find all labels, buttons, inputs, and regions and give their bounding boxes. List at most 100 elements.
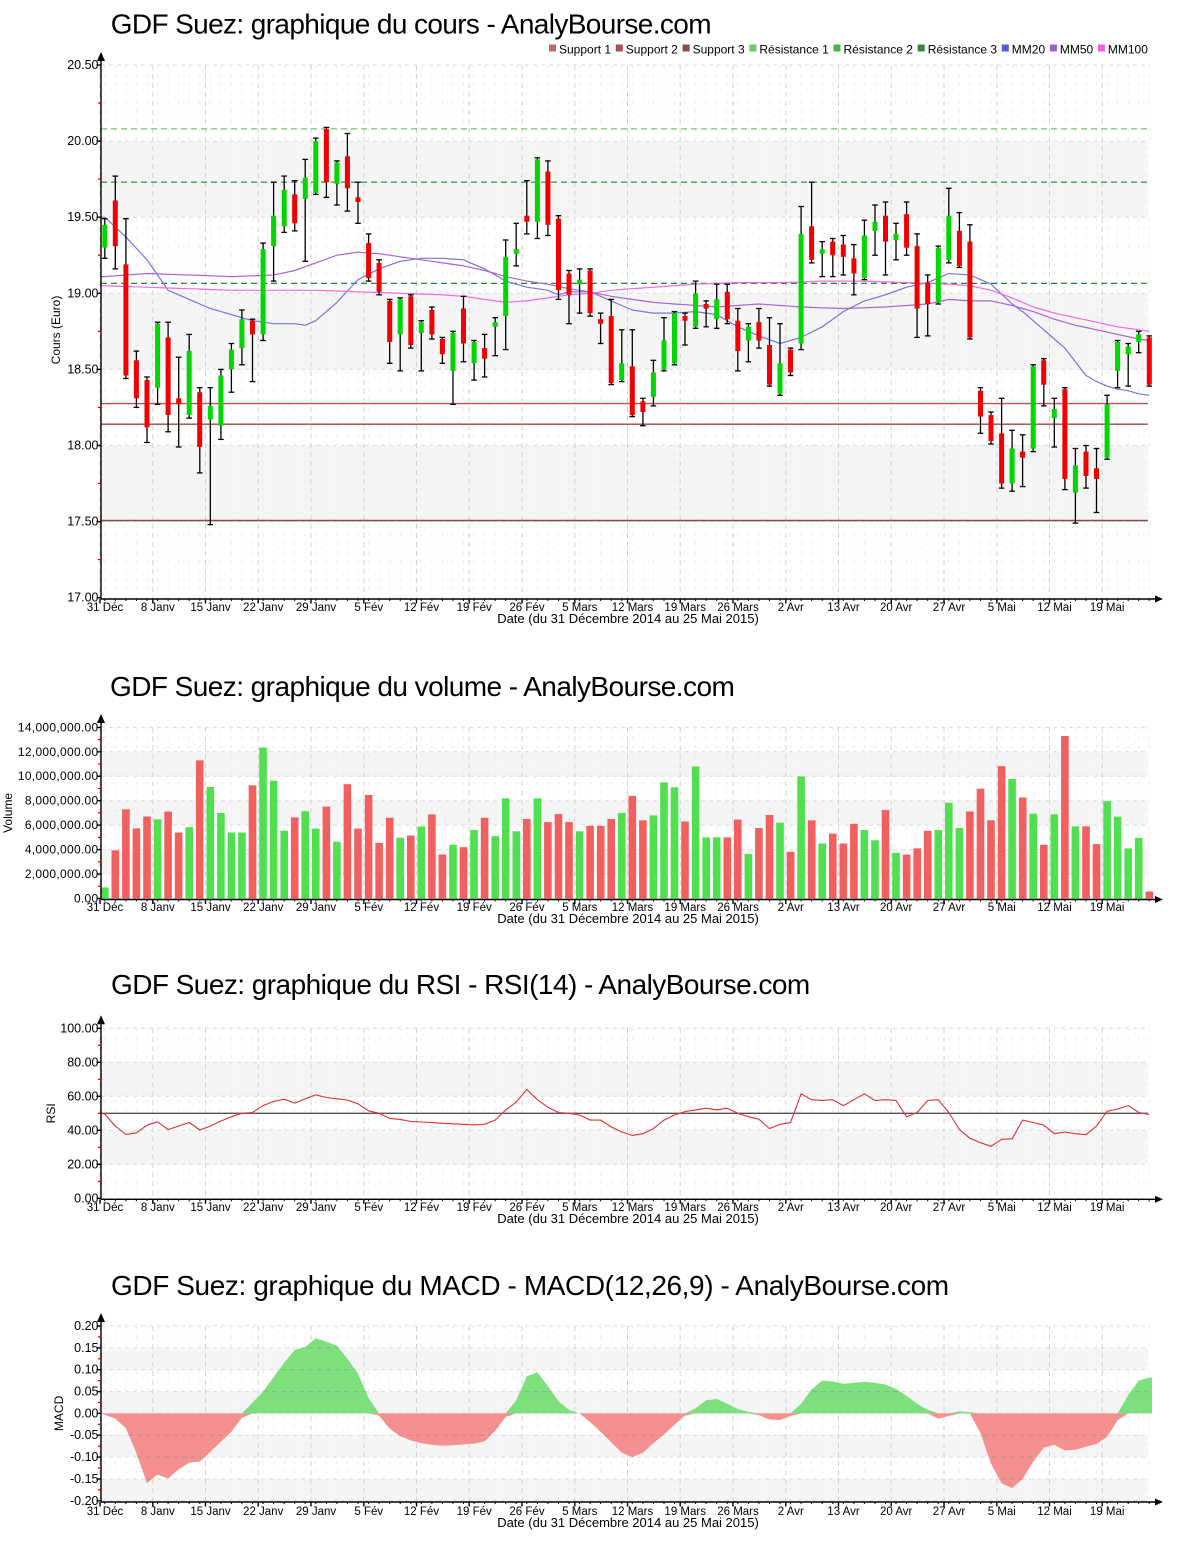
svg-text:26 Fév: 26 Fév <box>509 602 544 614</box>
svg-text:19 Fév: 19 Fév <box>457 1202 492 1214</box>
svg-text:MM20: MM20 <box>1012 43 1046 57</box>
svg-text:17.50: 17.50 <box>67 515 98 529</box>
svg-text:5 Mai: 5 Mai <box>988 902 1016 914</box>
svg-text:Support 2: Support 2 <box>626 43 678 57</box>
svg-text:GDF Suez: graphique du volume: GDF Suez: graphique du volume - AnalyBou… <box>110 671 734 702</box>
svg-text:MACD: MACD <box>52 1395 66 1431</box>
svg-text:19 Mars: 19 Mars <box>664 1506 706 1518</box>
svg-text:18.00: 18.00 <box>67 439 98 453</box>
svg-text:Résistance 1: Résistance 1 <box>759 43 829 57</box>
svg-text:15 Janv: 15 Janv <box>190 1506 231 1518</box>
svg-text:10,000,000.00: 10,000,000.00 <box>18 769 99 783</box>
svg-text:20 Avr: 20 Avr <box>880 902 913 914</box>
svg-text:GDF Suez: graphique du MACD -: GDF Suez: graphique du MACD - MACD(12,26… <box>111 1270 949 1301</box>
svg-text:22 Janv: 22 Janv <box>243 902 284 914</box>
svg-text:GDF Suez: graphique du cours -: GDF Suez: graphique du cours - AnalyBour… <box>111 8 711 39</box>
svg-text:19 Mars: 19 Mars <box>664 602 706 614</box>
svg-text:19 Mai: 19 Mai <box>1090 902 1125 914</box>
svg-text:Date (du 31 Décembre 2014 au 2: Date (du 31 Décembre 2014 au 25 Mai 2015… <box>497 911 759 926</box>
svg-text:RSI: RSI <box>44 1103 58 1123</box>
svg-text:5 Mars: 5 Mars <box>562 1506 597 1518</box>
svg-text:19 Fév: 19 Fév <box>457 902 492 914</box>
svg-text:-0.10: -0.10 <box>70 1450 99 1464</box>
svg-text:13 Avr: 13 Avr <box>827 1202 860 1214</box>
svg-text:2 Avr: 2 Avr <box>778 902 804 914</box>
svg-text:17.00: 17.00 <box>67 591 98 605</box>
svg-text:5 Mars: 5 Mars <box>562 902 597 914</box>
svg-text:-0.15: -0.15 <box>70 1472 99 1486</box>
svg-text:19.50: 19.50 <box>67 210 98 224</box>
svg-text:Résistance 3: Résistance 3 <box>928 43 998 57</box>
svg-text:Volume: Volume <box>1 793 15 833</box>
svg-text:19 Mai: 19 Mai <box>1090 1202 1125 1214</box>
svg-text:2 Avr: 2 Avr <box>778 1202 804 1214</box>
svg-text:20.50: 20.50 <box>67 58 98 72</box>
svg-text:31 Déc: 31 Déc <box>87 602 124 614</box>
svg-text:12 Fév: 12 Fév <box>404 902 439 914</box>
svg-text:MM100: MM100 <box>1108 43 1148 57</box>
svg-text:27 Avr: 27 Avr <box>933 902 966 914</box>
svg-text:5 Fév: 5 Fév <box>354 1202 383 1214</box>
svg-text:Résistance 2: Résistance 2 <box>844 43 914 57</box>
svg-text:26 Fév: 26 Fév <box>509 1506 544 1518</box>
svg-text:19.00: 19.00 <box>67 286 98 300</box>
svg-text:Date (du 31 Décembre 2014 au 2: Date (du 31 Décembre 2014 au 25 Mai 2015… <box>497 1515 759 1530</box>
svg-text:-0.20: -0.20 <box>70 1494 99 1508</box>
svg-text:15 Janv: 15 Janv <box>190 602 231 614</box>
svg-text:31 Déc: 31 Déc <box>87 1202 124 1214</box>
svg-text:12,000,000.00: 12,000,000.00 <box>18 745 99 759</box>
svg-text:20 Avr: 20 Avr <box>880 602 913 614</box>
svg-text:GDF Suez: graphique du RSI - R: GDF Suez: graphique du RSI - RSI(14) - A… <box>111 969 810 1000</box>
svg-text:5 Fév: 5 Fév <box>354 902 383 914</box>
svg-text:12 Mars: 12 Mars <box>612 902 654 914</box>
svg-text:5 Fév: 5 Fév <box>354 602 383 614</box>
svg-text:MM50: MM50 <box>1060 43 1094 57</box>
svg-text:8 Janv: 8 Janv <box>141 1506 175 1518</box>
svg-text:6,000,000.00: 6,000,000.00 <box>25 818 99 832</box>
svg-text:26 Mars: 26 Mars <box>717 1506 759 1518</box>
svg-text:2 Avr: 2 Avr <box>778 602 804 614</box>
svg-text:12 Mai: 12 Mai <box>1037 1506 1072 1518</box>
svg-text:29 Janv: 29 Janv <box>296 1202 337 1214</box>
svg-text:12 Fév: 12 Fév <box>404 1202 439 1214</box>
svg-text:27 Avr: 27 Avr <box>933 1202 966 1214</box>
svg-text:8 Janv: 8 Janv <box>141 602 175 614</box>
svg-text:0.00: 0.00 <box>74 892 99 906</box>
svg-text:8 Janv: 8 Janv <box>141 1202 175 1214</box>
svg-text:15 Janv: 15 Janv <box>190 1202 231 1214</box>
svg-text:18.50: 18.50 <box>67 362 98 376</box>
svg-text:26 Fév: 26 Fév <box>509 902 544 914</box>
svg-text:12 Mars: 12 Mars <box>612 1202 654 1214</box>
svg-text:22 Janv: 22 Janv <box>243 602 284 614</box>
svg-text:8,000,000.00: 8,000,000.00 <box>25 794 99 808</box>
svg-text:Cours (Euro): Cours (Euro) <box>49 296 63 365</box>
svg-text:26 Fév: 26 Fév <box>509 1202 544 1214</box>
svg-text:8 Janv: 8 Janv <box>141 902 175 914</box>
svg-text:Date (du 31 Décembre 2014 au 2: Date (du 31 Décembre 2014 au 25 Mai 2015… <box>497 611 759 626</box>
svg-text:31 Déc: 31 Déc <box>87 902 124 914</box>
svg-text:19 Mai: 19 Mai <box>1090 1506 1125 1518</box>
svg-text:2,000,000.00: 2,000,000.00 <box>25 867 99 881</box>
svg-text:19 Mars: 19 Mars <box>664 902 706 914</box>
svg-text:5 Mars: 5 Mars <box>562 602 597 614</box>
svg-text:22 Janv: 22 Janv <box>243 1506 284 1518</box>
svg-text:12 Mars: 12 Mars <box>612 1506 654 1518</box>
svg-text:Date (du 31 Décembre 2014 au 2: Date (du 31 Décembre 2014 au 25 Mai 2015… <box>497 1211 759 1226</box>
svg-text:5 Mai: 5 Mai <box>988 1202 1016 1214</box>
svg-text:19 Mars: 19 Mars <box>664 1202 706 1214</box>
svg-text:5 Mai: 5 Mai <box>988 602 1016 614</box>
svg-text:26 Mars: 26 Mars <box>717 1202 759 1214</box>
svg-text:19 Fév: 19 Fév <box>457 602 492 614</box>
svg-text:20 Avr: 20 Avr <box>880 1506 913 1518</box>
svg-text:20 Avr: 20 Avr <box>880 1202 913 1214</box>
svg-text:0.10: 0.10 <box>74 1363 98 1377</box>
svg-text:29 Janv: 29 Janv <box>296 902 337 914</box>
svg-text:12 Mai: 12 Mai <box>1037 902 1072 914</box>
svg-text:31 Déc: 31 Déc <box>87 1506 124 1518</box>
svg-text:13 Avr: 13 Avr <box>827 1506 860 1518</box>
svg-text:0.00: 0.00 <box>74 1191 98 1205</box>
svg-text:2 Avr: 2 Avr <box>778 1506 804 1518</box>
svg-text:12 Mars: 12 Mars <box>612 602 654 614</box>
svg-text:0.20: 0.20 <box>74 1319 98 1333</box>
svg-text:20.00: 20.00 <box>67 1157 98 1171</box>
